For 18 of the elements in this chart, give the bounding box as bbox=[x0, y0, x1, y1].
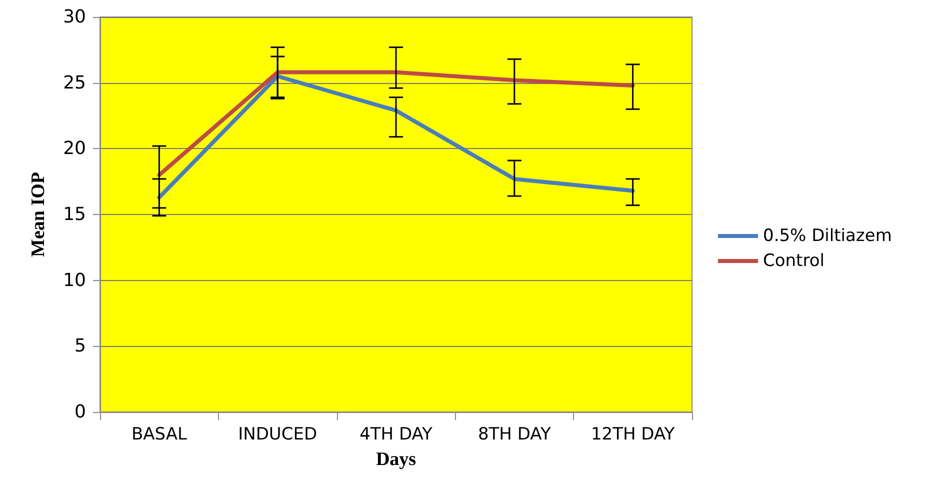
x-axis-title: Days bbox=[376, 449, 416, 470]
y-tick-label: 5 bbox=[74, 336, 86, 357]
x-tick-label: BASAL bbox=[131, 424, 188, 444]
y-tick-label: 10 bbox=[63, 270, 86, 291]
y-tick-label: 20 bbox=[63, 138, 86, 160]
y-tick-label: 15 bbox=[63, 204, 86, 225]
y-tick-label: 25 bbox=[63, 72, 86, 94]
legend-label: 0.5% Diltiazem bbox=[763, 226, 892, 246]
x-tick-label: 8TH DAY bbox=[478, 424, 552, 444]
line-series bbox=[157, 74, 635, 200]
y-axis-title: Mean IOP bbox=[28, 172, 49, 257]
x-tick-label: 12TH DAY bbox=[590, 424, 676, 444]
legend-label: Control bbox=[763, 251, 824, 271]
line-series bbox=[157, 70, 635, 177]
x-tick-label: 4TH DAY bbox=[360, 424, 434, 444]
y-tick-label: 0 bbox=[74, 402, 86, 422]
x-tick-label: INDUCED bbox=[238, 424, 318, 444]
y-tick-label: 30 bbox=[63, 6, 86, 28]
